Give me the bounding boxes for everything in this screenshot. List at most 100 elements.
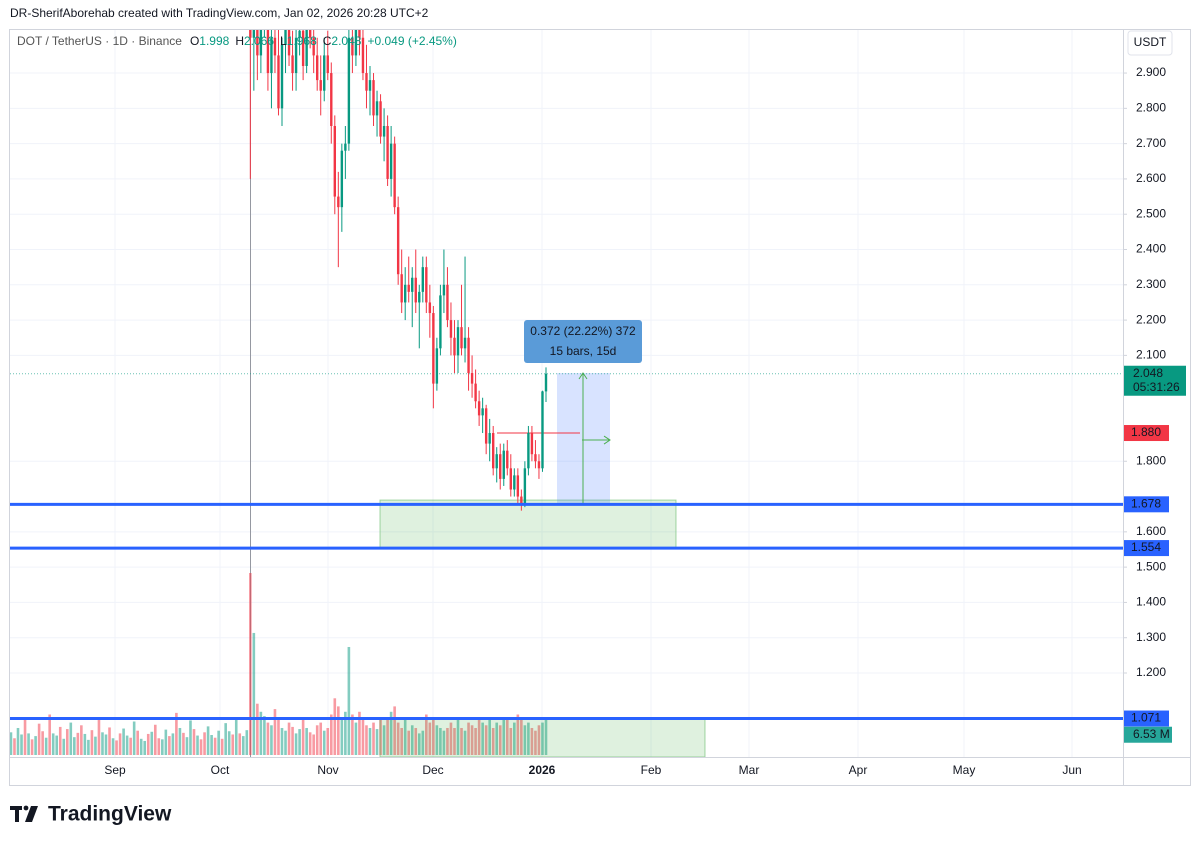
volume-bar	[87, 739, 90, 755]
volume-bar	[136, 730, 139, 755]
volume-bar	[263, 716, 266, 755]
volume-bar	[308, 732, 312, 755]
candle-body	[439, 295, 442, 349]
volume-bar	[30, 739, 34, 755]
candle-body	[340, 150, 344, 208]
y-tick-label: 2.600	[1136, 171, 1166, 185]
candle-body	[418, 291, 421, 303]
volume-bar	[481, 722, 484, 755]
candle-body	[527, 433, 530, 469]
volume-bar	[256, 703, 259, 755]
candle-body	[259, 30, 263, 56]
volume-bar	[284, 730, 287, 755]
volume-bar	[238, 733, 242, 755]
watermark: DR-SherifAborehab created with TradingVi…	[10, 6, 429, 20]
volume-bar	[104, 734, 108, 755]
y-tick-label: 2.700	[1136, 136, 1166, 150]
frame	[9, 29, 1191, 786]
volume-bar	[44, 737, 48, 755]
candle-body	[372, 80, 375, 116]
overlays: Sep Oct Nov Dec 2026 Feb Mar Apr May Jun 0.372 (22…	[10, 320, 1123, 777]
volume-bar	[62, 738, 66, 755]
volume-bar	[108, 727, 111, 755]
level-label: 1.554	[1131, 540, 1161, 554]
volume-bar	[403, 719, 407, 755]
volume-bar	[51, 733, 55, 755]
candle-body	[361, 37, 365, 74]
volume-bar	[488, 719, 491, 755]
ohlc-value: 2.048	[331, 34, 361, 48]
volume-bar	[530, 727, 534, 755]
volume-bar	[534, 730, 537, 755]
volume-bar	[90, 730, 94, 755]
candle-body	[463, 337, 467, 349]
candle-body	[386, 125, 389, 179]
currency-button[interactable]	[1127, 30, 1173, 56]
volume-bar	[273, 709, 277, 755]
volume-bar	[414, 727, 418, 755]
volume-bar	[527, 722, 530, 755]
volume-bar	[27, 733, 30, 755]
volume-bar	[516, 714, 520, 755]
candle-body	[506, 450, 509, 469]
volume-bar	[291, 726, 294, 755]
volume-bar	[65, 729, 69, 755]
candle-body	[294, 37, 298, 74]
volume-bar	[80, 725, 83, 755]
candle-body	[337, 196, 340, 208]
volume-bar	[337, 706, 340, 755]
candle-body	[534, 454, 537, 462]
volume-bar	[379, 717, 382, 755]
candle-body	[513, 475, 516, 490]
ohlc-value: 1.968	[287, 34, 317, 48]
volume-label: 6.53 M	[1133, 727, 1170, 741]
candle-body	[382, 125, 386, 137]
candle-body	[400, 274, 403, 303]
candle-body	[305, 30, 308, 66]
change: +0.049 (+2.45%)	[367, 34, 456, 48]
volume-bar	[277, 717, 280, 755]
candle-body	[520, 496, 523, 504]
y-tick-label: 1.600	[1136, 524, 1166, 538]
volume-bar	[122, 728, 125, 755]
candle-body	[319, 80, 322, 91]
volume-label-box	[1124, 726, 1172, 743]
volume-bar	[249, 573, 252, 755]
currency[interactable]: USDT	[1134, 35, 1167, 49]
volume-bar	[410, 725, 414, 755]
candle-body	[277, 55, 280, 109]
volume-bar	[498, 725, 502, 755]
volume-bar	[319, 722, 323, 755]
volume-bar	[175, 712, 178, 755]
candle-body	[411, 277, 414, 292]
volume-bar	[125, 735, 129, 755]
volume-bar	[495, 722, 499, 755]
volume-bar	[421, 730, 425, 755]
measure-text: 0.372 (22.22%) 372	[530, 324, 636, 338]
candle-body	[284, 30, 287, 45]
volume-bar	[537, 725, 541, 755]
candle-body	[495, 454, 498, 469]
volume-bar	[280, 727, 284, 755]
volume-bar	[428, 722, 432, 755]
price-axis: 1.200 1.300 1.400 1.500 1.600 1.800 2.100 2.200…	[1123, 65, 1186, 743]
volume-bar	[171, 733, 175, 755]
volume-bar	[83, 733, 87, 755]
measure-subtext: 15 bars, 15d	[550, 344, 617, 358]
candle-body	[389, 143, 393, 179]
candle-body	[291, 55, 294, 74]
x-tick-label: Dec	[422, 763, 443, 777]
volume-bar	[94, 736, 97, 755]
volume-bar	[407, 730, 411, 755]
candle-body	[351, 37, 354, 56]
volume-bar	[449, 722, 453, 755]
candle-body	[280, 44, 284, 109]
candle-body	[530, 433, 534, 455]
level-label-box	[1124, 540, 1169, 557]
candle-body	[368, 80, 372, 91]
x-tick-label: May	[953, 763, 976, 777]
volume-bar	[192, 729, 196, 755]
volume-bar	[442, 730, 446, 755]
candle-body	[453, 337, 456, 356]
volume-bar	[210, 735, 213, 755]
